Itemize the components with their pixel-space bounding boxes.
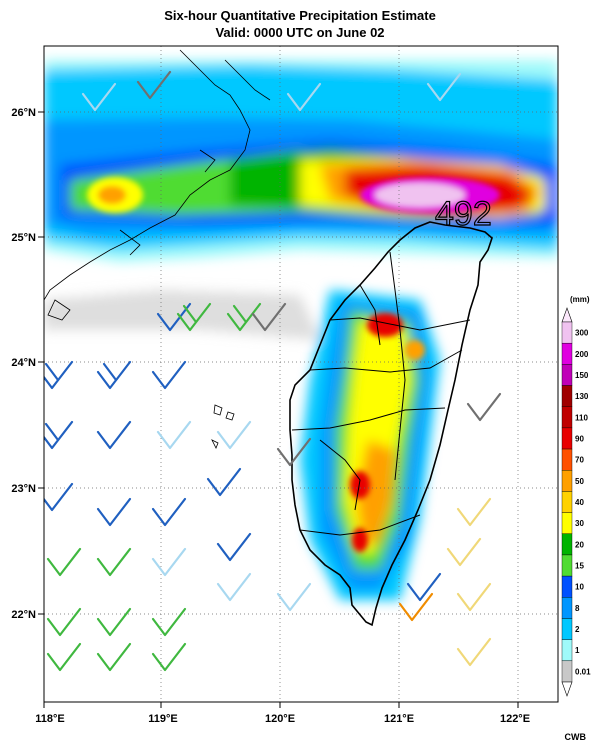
lat-label-25: 25°N [11, 232, 36, 244]
legend-level-labels: 300 200 150 130 110 90 70 50 40 30 20 15 10 8 2 1 0.01 [575, 329, 591, 677]
legend-level-label: 20 [575, 540, 584, 549]
legend-swatch [561, 660, 573, 683]
legend-swatch [561, 448, 573, 471]
legend-level-label: 15 [575, 562, 584, 571]
lat-label-26: 26°N [11, 107, 36, 119]
map-frame [43, 45, 559, 703]
legend-swatch [561, 427, 573, 450]
legend-max-arrow [561, 307, 573, 323]
lon-label-121: 121°E [384, 713, 414, 725]
legend-swatch [561, 597, 573, 619]
legend-swatch [561, 554, 573, 577]
legend-swatch [561, 470, 573, 492]
legend-level-label: 110 [575, 413, 588, 422]
legend-level-label: 10 [575, 583, 584, 592]
map-title: Six-hour Quantitative Precipitation Esti… [164, 8, 436, 23]
wind-barbs [44, 70, 502, 672]
china-coastline [44, 49, 271, 321]
legend-swatch [561, 512, 573, 534]
lon-label-122: 122°E [500, 713, 530, 725]
legend-swatch [561, 639, 573, 662]
legend-swatch [561, 342, 573, 365]
lon-label-120: 120°E [265, 713, 295, 725]
max-rainfall-annotation: 492 [435, 195, 492, 233]
legend-min-arrow [561, 681, 573, 697]
legend-level-label: 0.01 [575, 667, 591, 676]
legend-level-label: 150 [575, 371, 589, 380]
legend-swatch [561, 618, 573, 640]
county-boundaries [291, 251, 471, 536]
longitude-axis: 118°E 119°E 120°E 121°E 122°E [35, 702, 530, 725]
legend-level-label: 200 [575, 350, 589, 359]
legend-color-bar [561, 307, 573, 697]
lat-label-23: 23°N [11, 483, 36, 495]
legend-swatch [561, 575, 573, 598]
legend-level-label: 90 [575, 434, 584, 443]
legend-swatch [561, 385, 573, 407]
lon-label-119: 119°E [148, 713, 177, 725]
lat-label-24: 24°N [11, 357, 36, 369]
legend-swatch [561, 406, 573, 429]
legend-level-label: 1 [575, 646, 580, 655]
legend-unit: (mm) [570, 295, 590, 304]
legend-level-label: 50 [575, 477, 584, 486]
legend-swatch [561, 491, 573, 513]
plot-area: 492 [44, 46, 558, 702]
credit-label: CWB [564, 732, 587, 742]
map-subtitle: Valid: 0000 UTC on June 02 [215, 25, 385, 40]
penghu-islands [211, 404, 235, 449]
precipitation-legend: (mm) 300 200 150 130 110 90 70 50 40 30 20 15 10 8 2 1 0… [561, 295, 591, 697]
gridlines [44, 46, 558, 702]
legend-level-label: 30 [575, 519, 584, 528]
legend-swatch [561, 364, 573, 386]
legend-level-label: 8 [575, 604, 580, 613]
legend-level-label: 70 [575, 456, 584, 465]
legend-level-label: 300 [575, 329, 589, 338]
lon-label-118: 118°E [35, 713, 64, 725]
precipitation-field [44, 60, 558, 600]
legend-swatch [561, 321, 573, 344]
lat-label-22: 22°N [11, 609, 36, 621]
legend-level-label: 2 [575, 625, 580, 634]
legend-level-label: 130 [575, 392, 589, 401]
legend-swatch [561, 533, 573, 556]
latitude-axis: 26°N 25°N 24°N 23°N 22°N [11, 107, 44, 621]
legend-level-label: 40 [575, 498, 584, 507]
